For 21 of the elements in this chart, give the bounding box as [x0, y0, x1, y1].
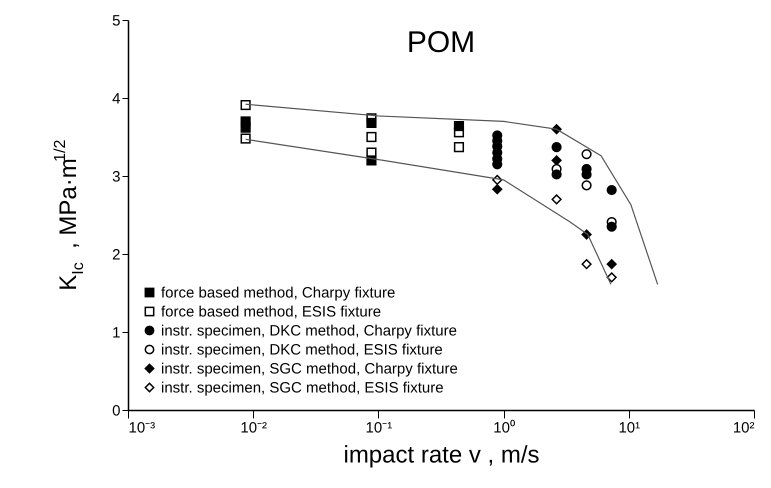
y-axis-title: KIc , MPa·m1/2: [52, 140, 87, 291]
legend-label: force based method, ESIS fixture: [161, 304, 382, 320]
chart-title: POM: [406, 26, 476, 59]
x-tick-label: 10¹: [618, 420, 640, 436]
x-tick-label: 10²: [732, 420, 754, 436]
legend-label: instr. specimen, DKC method, Charpy fixture: [161, 322, 457, 340]
legend-label: instr. specimen, SGC method, ESIS fixture: [161, 380, 444, 396]
x-axis-title: impact rate v , m/s: [343, 442, 540, 468]
x-tick-label: 10⁰: [493, 420, 515, 436]
x-tick-label: 10⁻³: [128, 420, 156, 436]
legend-label: instr. specimen, DKC method, ESIS fixture: [161, 342, 443, 358]
y-tick-label: 3: [112, 168, 120, 186]
legend-label: force based method, Charpy fixture: [161, 284, 396, 302]
y-tick-label: 0: [112, 402, 120, 420]
y-tick-label: 5: [112, 12, 120, 30]
y-tick-label: 4: [112, 90, 120, 108]
x-tick-label: 10⁻²: [240, 420, 268, 436]
legend-label: instr. specimen, SGC method, Charpy fixture: [161, 360, 458, 378]
y-tick-label: 2: [112, 246, 120, 264]
x-tick-label: 10⁻¹: [366, 420, 392, 436]
y-tick-label: 1: [112, 324, 120, 342]
